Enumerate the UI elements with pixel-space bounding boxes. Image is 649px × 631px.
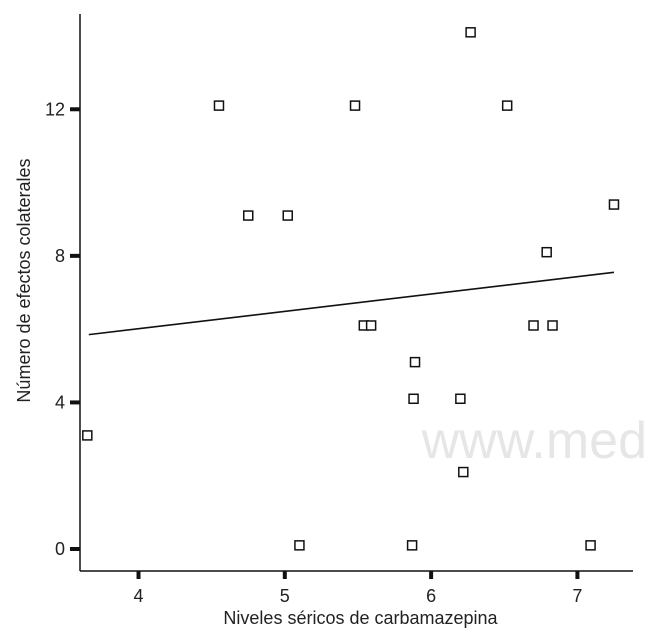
x-tick-label: 5 xyxy=(280,586,290,606)
data-point xyxy=(547,320,558,331)
data-point xyxy=(365,320,377,331)
x-tick-label: 7 xyxy=(572,586,582,606)
data-point xyxy=(541,246,552,258)
x-tick-label: 4 xyxy=(134,586,144,606)
data-point xyxy=(242,210,254,221)
y-axis-label: Número de efectos colaterales xyxy=(14,158,34,402)
data-point xyxy=(608,199,620,210)
y-tick-label: 12 xyxy=(45,99,65,119)
x-tick-label: 6 xyxy=(426,586,436,606)
data-point xyxy=(585,540,596,551)
data-point xyxy=(409,356,421,368)
data-point xyxy=(455,393,466,405)
data-point xyxy=(282,210,293,221)
data-point xyxy=(458,466,469,478)
data-point xyxy=(501,100,513,111)
watermark: www.med xyxy=(421,412,647,470)
y-tick-label: 8 xyxy=(55,246,65,266)
data-point xyxy=(213,100,225,111)
data-point xyxy=(528,320,539,331)
data-point xyxy=(406,540,418,551)
regression-line xyxy=(88,271,615,336)
y-tick-label: 0 xyxy=(55,539,65,559)
data-point xyxy=(294,540,305,551)
data-point xyxy=(82,430,93,441)
x-axis-label: Niveles séricos de carbamazepina xyxy=(223,608,498,628)
data-point xyxy=(408,393,419,405)
data-point xyxy=(349,100,361,111)
data-point xyxy=(465,27,476,38)
y-tick-label: 4 xyxy=(55,392,65,412)
